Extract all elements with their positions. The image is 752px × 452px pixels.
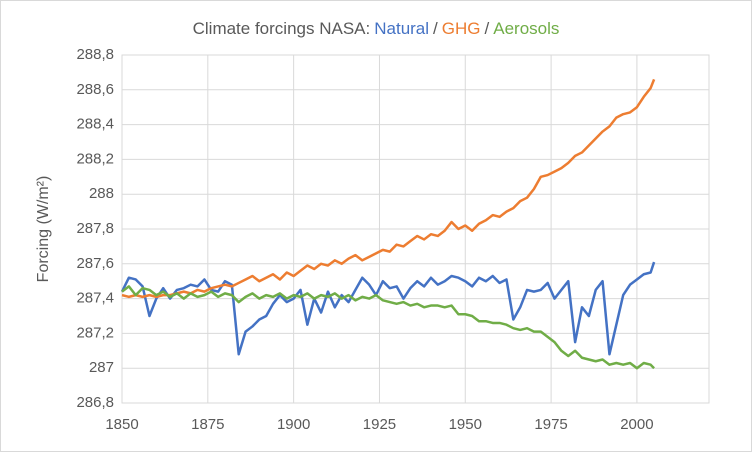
x-tick-label: 1950 [449,416,482,433]
x-tick-label: 1900 [277,416,310,433]
y-tick-label: 288,4 [76,116,114,133]
plot-border [121,54,710,404]
y-tick-label: 286,8 [76,394,114,411]
title-series-name: Natural [374,19,429,38]
y-tick-label: 288,8 [76,46,114,63]
title-series-name: Aerosols [493,19,559,38]
y-tick-label: 287,4 [76,290,114,307]
series-line [121,285,655,370]
y-tick-label: 287 [89,359,114,376]
y-tick-label: 288 [89,185,114,202]
y-axis-label: Forcing (W/m²) [35,176,52,283]
x-tick-label: 2000 [620,416,653,433]
y-tick-label: 287,8 [76,220,114,237]
title-text: Climate forcings NASA: [193,19,371,38]
x-tick-label: 1875 [191,416,224,433]
y-tick-label: 288,2 [76,150,114,167]
x-tick-label: 1975 [534,416,567,433]
title-series-name: GHG [442,19,481,38]
series-line [121,78,656,299]
y-tick-label: 287,2 [76,324,114,341]
series-line [120,261,656,356]
title-separator: / [485,19,490,38]
y-tick-label: 287,6 [76,255,114,272]
x-tick-label: 1925 [363,416,396,433]
y-tick-label: 288,6 [76,81,114,98]
chart-title: Climate forcings NASA: Natural / GHG / Aeroso… [193,19,560,38]
title-separator: / [433,19,438,38]
x-tick-label: 1850 [105,416,138,433]
